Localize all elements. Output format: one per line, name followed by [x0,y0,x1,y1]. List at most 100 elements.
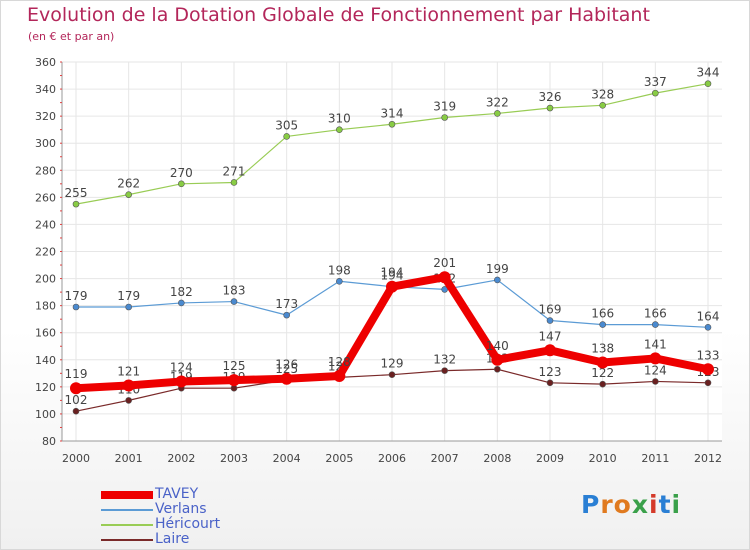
data-point-laire [230,384,238,392]
data-point-hericourt [546,104,554,112]
data-label-hericourt: 310 [328,112,351,126]
chart-title: Evolution de la Dotation Globale de Fonc… [27,4,650,26]
x-tick-label: 2010 [589,452,617,465]
data-point-hericourt [283,133,290,140]
data-label-hericourt: 255 [65,186,88,200]
data-point-laire [72,407,80,415]
chart-subtitle: (en € et par an) [28,30,115,43]
data-point-hericourt [178,180,185,188]
x-tick-label: 2011 [641,452,669,465]
data-label-hericourt: 305 [275,118,298,132]
data-point-hericourt [388,120,396,128]
data-label-verlans: 166 [591,307,614,321]
legend-item-verlans: Verlans [101,502,220,517]
x-tick-label: 2002 [167,452,195,465]
data-point-hericourt [441,114,448,121]
data-label-laire: 125 [275,362,298,376]
y-tick-label: 160 [35,327,56,340]
data-point-verlans [546,317,554,324]
legend-label: TAVEY [155,486,199,502]
y-tick-label: 80 [42,435,56,448]
legend-label: Verlans [155,501,207,517]
chart-legend: TAVEY Verlans Héricourt Laire [101,487,220,547]
legend-swatch [101,508,153,511]
data-point-verlans [336,277,343,285]
legend-item-tavey: TAVEY [101,487,220,502]
data-point-verlans [652,321,659,328]
data-point-verlans [72,303,80,311]
data-label-verlans: 169 [539,303,562,317]
data-label-tavey: 126 [275,358,298,372]
data-label-laire: 102 [65,393,88,407]
data-point-hericourt [599,102,606,109]
y-tick-label: 340 [35,83,56,96]
data-point-tavey [175,375,188,388]
y-tick-label: 120 [35,381,56,394]
data-label-laire: 129 [381,357,404,371]
data-label-tavey: 124 [170,360,193,374]
logo-letter: P [581,490,601,519]
data-label-hericourt: 270 [170,166,193,180]
data-point-hericourt [336,126,343,133]
data-label-hericourt: 319 [433,99,456,113]
data-point-hericourt [72,200,80,208]
data-point-verlans [283,311,290,319]
data-label-verlans: 182 [170,285,193,299]
data-label-laire: 122 [591,366,614,380]
logo-letter: r [600,490,614,519]
data-label-tavey: 141 [644,337,667,351]
data-point-hericourt [125,191,132,198]
data-label-tavey: 121 [117,365,140,379]
data-point-laire [494,365,501,373]
y-tick-label: 360 [35,56,56,69]
y-tick-label: 180 [35,300,56,313]
x-tick-label: 2006 [378,452,406,465]
data-point-tavey [438,271,451,284]
legend-item-laire: Laire [101,532,220,547]
logo-letter: i [649,490,659,519]
legend-swatch [101,490,153,499]
data-label-tavey: 125 [223,359,246,373]
data-point-verlans [125,303,132,311]
data-point-hericourt [652,89,659,97]
data-label-verlans: 173 [275,297,298,311]
x-tick-label: 2007 [431,452,459,465]
data-point-verlans [178,299,185,307]
data-point-verlans [704,323,712,331]
data-label-tavey: 194 [381,266,404,280]
data-point-laire [599,380,606,388]
x-tick-label: 2012 [694,452,722,465]
y-tick-label: 260 [35,191,56,204]
data-label-hericourt: 322 [486,95,509,109]
x-tick-label: 2004 [273,452,301,465]
data-label-laire: 124 [644,363,667,377]
data-point-tavey [122,379,135,392]
y-tick-label: 200 [35,273,56,286]
y-tick-label: 320 [35,110,56,123]
x-tick-label: 2005 [325,452,353,465]
data-label-tavey: 140 [486,339,509,353]
legend-label: Laire [155,531,190,547]
data-label-verlans: 198 [328,263,351,277]
data-label-tavey: 119 [65,367,88,381]
data-label-hericourt: 326 [539,90,562,104]
y-tick-label: 280 [35,164,56,177]
x-tick-label: 2001 [115,452,143,465]
data-label-verlans: 199 [486,262,509,276]
data-point-hericourt [494,110,501,117]
logo-letter: o [613,490,632,519]
data-label-verlans: 166 [644,307,667,321]
data-point-verlans [230,298,238,305]
data-point-verlans [599,321,606,328]
data-point-tavey [544,344,556,357]
data-point-tavey [596,356,609,369]
data-point-tavey [333,370,346,383]
data-label-hericourt: 271 [223,164,246,178]
x-tick-label: 2009 [536,452,564,465]
data-label-laire: 132 [433,353,456,367]
y-tick-label: 240 [35,218,56,231]
data-label-hericourt: 344 [697,66,720,80]
data-label-tavey: 147 [539,329,562,343]
x-tick-label: 2003 [220,452,248,465]
